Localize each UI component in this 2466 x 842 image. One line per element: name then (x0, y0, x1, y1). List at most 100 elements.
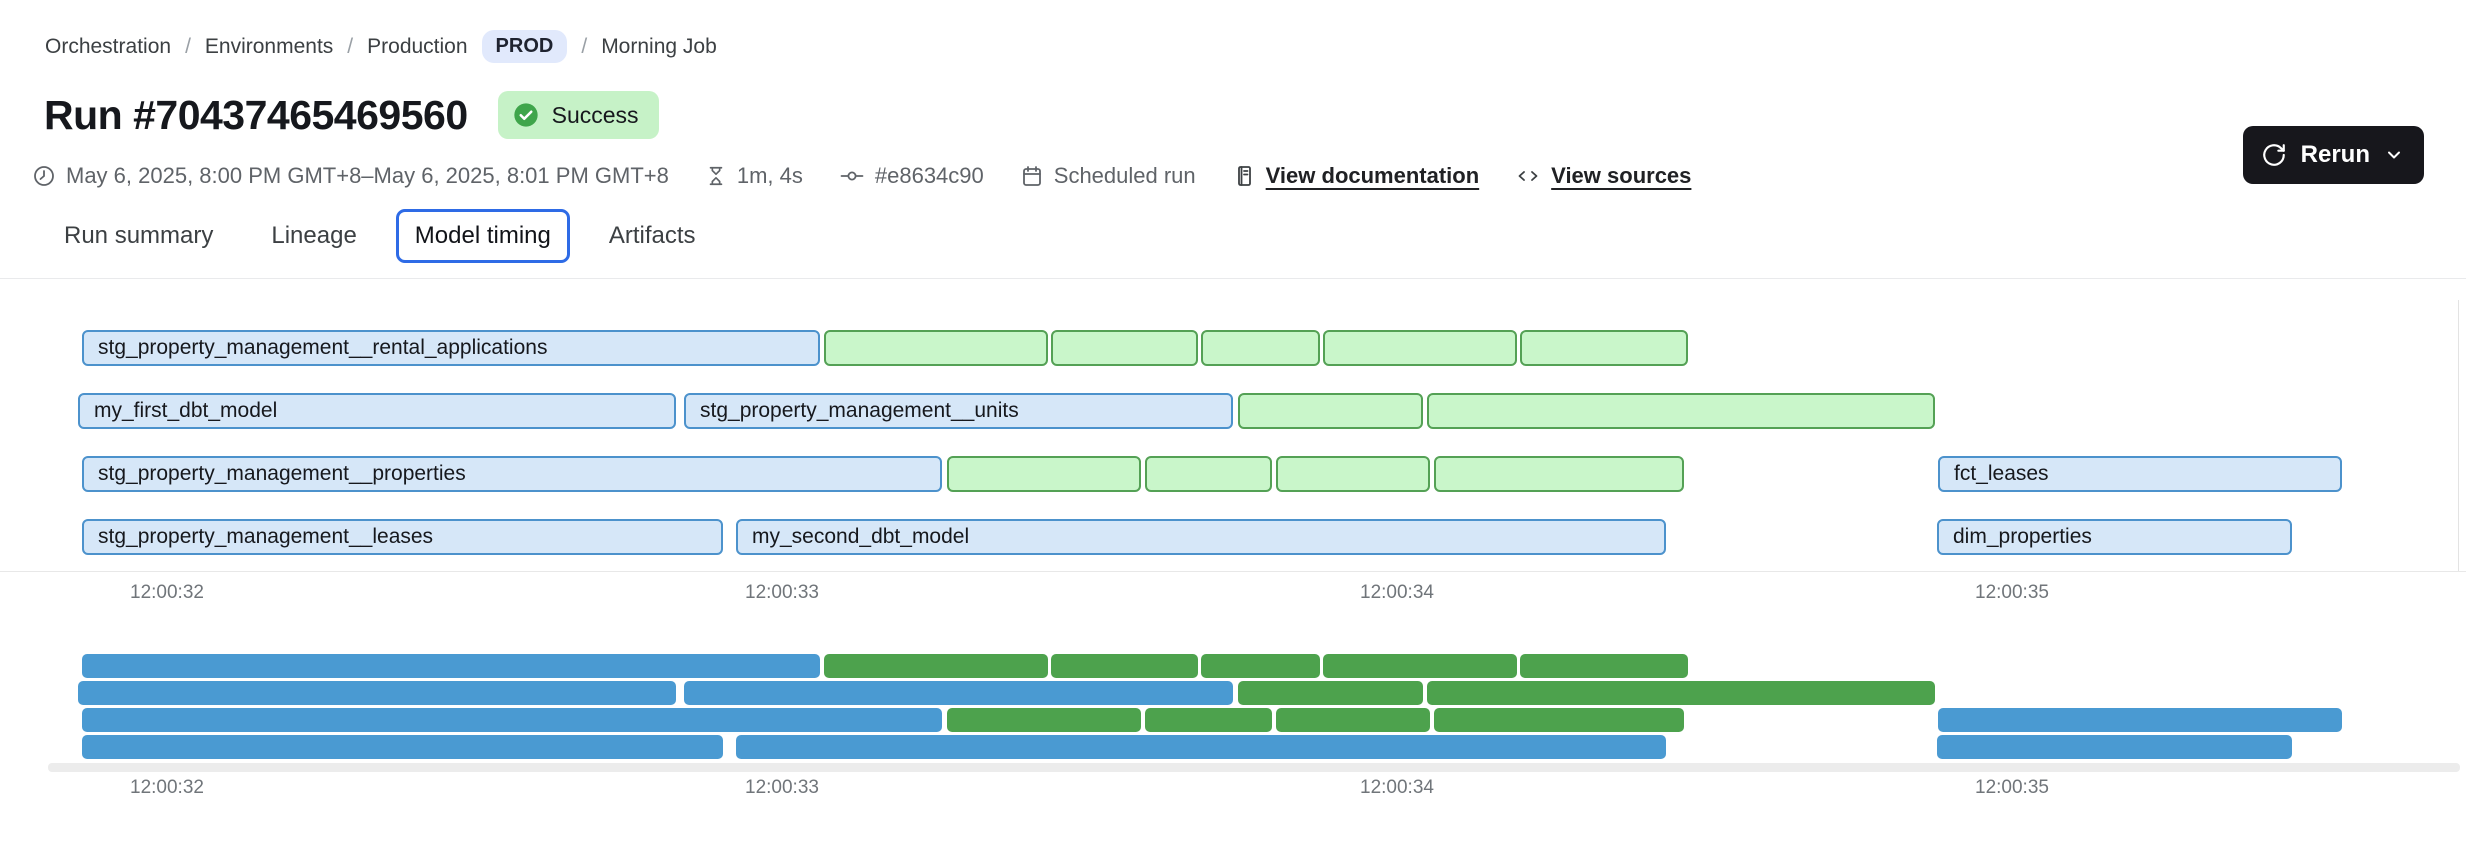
minimap-bar (947, 708, 1141, 732)
status-badge: Success (497, 91, 659, 139)
minimap-bar (1937, 735, 2292, 759)
axis-tick-label: 12:00:32 (130, 777, 204, 798)
documentation-icon (1237, 166, 1251, 186)
breadcrumb: Orchestration / Environments / Productio… (0, 0, 2466, 63)
gantt-bar[interactable] (1434, 456, 1684, 492)
gantt-bar-label: stg_property_management__units (700, 399, 1019, 422)
breadcrumb-orchestration[interactable]: Orchestration (45, 34, 172, 58)
run-trigger-text: Scheduled run (1053, 163, 1196, 188)
rerun-button-label: Rerun (2300, 141, 2370, 168)
minimap-bar (1238, 681, 1423, 705)
axis-tick-label: 12:00:33 (745, 582, 819, 603)
run-duration: 1m, 4s (705, 163, 803, 189)
axis-tick-label: 12:00:35 (1975, 777, 2049, 798)
gantt-bar[interactable] (1323, 330, 1517, 366)
axis-tick-label: 12:00:33 (745, 777, 819, 798)
refresh-icon (2262, 144, 2285, 166)
gantt-bar-my_second_dbt_model[interactable]: my_second_dbt_model (736, 519, 1666, 555)
run-time-range: May 6, 2025, 8:00 PM GMT+8–May 6, 2025, … (32, 163, 669, 189)
minimap-bar (1434, 708, 1684, 732)
view-documentation-link-item: View documentation (1232, 163, 1480, 189)
gantt-bar[interactable] (824, 330, 1048, 366)
gantt-bar-stg_property_management__leases[interactable]: stg_property_management__leases (82, 519, 723, 555)
run-trigger: Scheduled run (1020, 163, 1196, 189)
page-title: Run #70437465469560 (44, 91, 468, 138)
minimap-bar (1520, 654, 1688, 678)
gantt-bar[interactable] (1427, 393, 1935, 429)
minimap-bar (736, 735, 1666, 759)
success-check-icon (513, 103, 538, 127)
minimap-bar (1276, 708, 1430, 732)
tab-lineage[interactable]: Lineage (271, 222, 357, 249)
breadcrumb-separator: / (347, 34, 354, 58)
axis-tick-label: 12:00:34 (1360, 777, 1434, 798)
gantt-bar-label: my_first_dbt_model (94, 399, 278, 422)
gantt-right-edge (2458, 300, 2459, 571)
gantt-bar-label: stg_property_management__properties (98, 462, 466, 485)
gantt-bar-label: dim_properties (1953, 525, 2092, 548)
gantt-bar-stg_property_management__rental_applications[interactable]: stg_property_management__rental_applicat… (82, 330, 820, 366)
breadcrumb-production[interactable]: Production (367, 34, 468, 58)
chevron-down-icon (2388, 151, 2400, 159)
gantt-bar[interactable] (1276, 456, 1430, 492)
breadcrumb-separator: / (581, 34, 588, 58)
gantt-bar[interactable] (1051, 330, 1198, 366)
gantt-bar-label: stg_property_management__rental_applicat… (98, 336, 548, 359)
tabs-divider (0, 278, 2466, 279)
gantt-bar-label: my_second_dbt_model (752, 525, 970, 548)
minimap-bar (1323, 654, 1517, 678)
minimap-bar (1938, 708, 2342, 732)
gantt-bar-fct_leases[interactable]: fct_leases (1938, 456, 2342, 492)
code-icon (1518, 171, 1538, 181)
gantt-bar-stg_property_management__properties[interactable]: stg_property_management__properties (82, 456, 942, 492)
minimap-scroll-track[interactable] (48, 763, 2460, 772)
gantt-bar-label: fct_leases (1954, 462, 2049, 485)
minimap-bar (824, 654, 1048, 678)
minimap-bar (82, 735, 723, 759)
run-time-range-text: May 6, 2025, 8:00 PM GMT+8–May 6, 2025, … (66, 163, 669, 188)
rerun-button[interactable]: Rerun (2242, 126, 2424, 184)
minimap-bar (684, 681, 1233, 705)
minimap-bar (1427, 681, 1935, 705)
tab-run-summary[interactable]: Run summary (64, 222, 214, 249)
clock-icon (34, 166, 54, 186)
view-documentation-link[interactable]: View documentation (1265, 163, 1480, 188)
breadcrumb-environments[interactable]: Environments (204, 34, 334, 58)
gantt-bar[interactable] (1238, 393, 1423, 429)
gantt-bar[interactable] (947, 456, 1141, 492)
hourglass-icon (709, 166, 723, 186)
minimap-bar (1051, 654, 1198, 678)
axis-tick-label: 12:00:32 (130, 582, 204, 603)
gantt-bar-dim_properties[interactable]: dim_properties (1937, 519, 2292, 555)
run-meta-row: May 6, 2025, 8:00 PM GMT+8–May 6, 2025, … (0, 139, 2466, 189)
title-row: Run #70437465469560 Success (0, 63, 2466, 139)
run-commit-text: #e8634c90 (874, 163, 984, 188)
axis-tick-label: 12:00:35 (1975, 582, 2049, 603)
view-sources-link-item: View sources (1515, 163, 1691, 189)
gantt-bar[interactable] (1520, 330, 1688, 366)
run-commit: #e8634c90 (839, 163, 984, 189)
gantt-bar[interactable] (1201, 330, 1320, 366)
axis-tick-label: 12:00:34 (1360, 582, 1434, 603)
gantt-axis-line (0, 571, 2466, 572)
calendar-icon (1022, 166, 1041, 186)
environment-prod-badge: PROD (481, 30, 568, 63)
tab-model-timing[interactable]: Model timing (395, 209, 570, 263)
minimap-bar (82, 708, 942, 732)
gantt-bar-label: stg_property_management__leases (98, 525, 434, 548)
minimap-bar (1145, 708, 1272, 732)
gantt-bar-stg_property_management__units[interactable]: stg_property_management__units (684, 393, 1233, 429)
tab-artifacts[interactable]: Artifacts (608, 222, 696, 249)
view-sources-link[interactable]: View sources (1551, 163, 1692, 188)
gantt-bar-my_first_dbt_model[interactable]: my_first_dbt_model (78, 393, 676, 429)
run-duration-text: 1m, 4s (736, 163, 803, 188)
minimap-bar (78, 681, 676, 705)
run-tabs: Run summary Lineage Model timing Artifac… (0, 189, 2466, 263)
status-badge-label: Success (551, 101, 639, 128)
gantt-bar[interactable] (1145, 456, 1272, 492)
breadcrumb-morning-job[interactable]: Morning Job (601, 34, 717, 58)
minimap-bar (1201, 654, 1320, 678)
minimap-bar (82, 654, 820, 678)
